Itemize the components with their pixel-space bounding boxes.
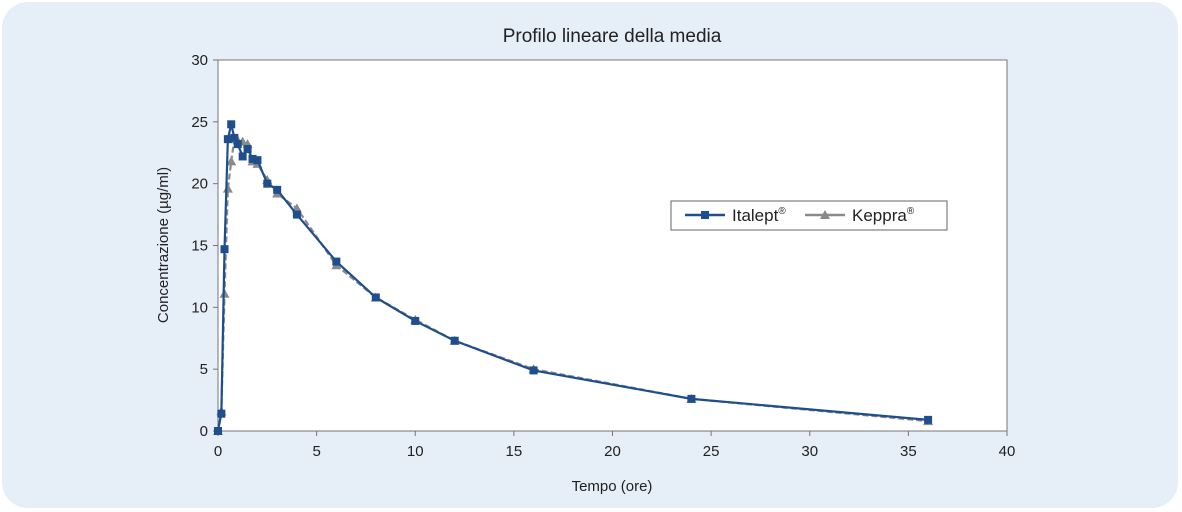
legend-series-name: Italept [732,206,779,225]
italept-point [230,133,239,142]
italept-point [687,394,696,403]
legend-registered-mark: ® [778,206,786,217]
y-tick-label: 0 [200,423,208,440]
x-tick-label: 30 [801,443,818,460]
keppra-point [226,156,237,166]
y-axis-label: Concentrazione (µg/ml) [155,167,172,323]
legend-item-italept: Italept® [685,206,786,225]
legend-label: Italept® [732,206,786,225]
italept-point [214,427,222,435]
italept-point [411,316,420,325]
legend: Italept® Keppra® [670,200,948,231]
italept-point [243,145,252,154]
italept-point [529,366,538,375]
italept-point [253,156,262,165]
italept-point [227,120,236,129]
italept-point [238,152,247,161]
series-italept [214,120,933,435]
x-tick-label: 10 [407,443,424,460]
x-tick-label: 40 [999,443,1016,460]
plot-area [217,59,1008,432]
legend-series-name: Keppra [852,206,907,225]
italept-point [273,185,282,194]
italept-point [371,293,380,302]
italept-point [248,154,257,163]
y-tick-label: 25 [191,114,208,131]
italept-point [292,210,301,219]
chart-title: Profilo lineare della media [503,26,722,47]
y-tick-label: 15 [191,238,208,255]
italept-point [924,415,933,424]
italept-point [263,179,272,188]
y-tick-label: 20 [191,176,208,193]
italept-point [233,140,242,149]
y-tick-label: 30 [191,52,208,69]
y-tick-label: 10 [191,299,208,316]
legend-item-keppra: Keppra® [805,206,915,225]
series-layer [213,120,934,435]
legend-marker [701,211,709,219]
x-tick-label: 35 [900,443,917,460]
legend-registered-mark: ® [907,206,915,217]
x-tick-label: 5 [312,443,320,460]
italept-point [217,409,226,418]
x-tick-label: 0 [214,443,222,460]
italept-point [332,257,341,266]
italept-point [220,245,229,254]
legend-marker [820,210,830,219]
x-axis-label: Tempo (ore) [572,478,653,495]
italept-point [223,135,232,144]
italept-point [450,336,459,345]
legend-label: Keppra® [852,206,915,225]
x-tick-label: 15 [506,443,523,460]
y-tick-label: 5 [200,361,208,378]
axes: 0 5 10 15 20 25 30 35 40 0 5 10 15 20 25 30 [191,52,1015,460]
x-tick-label: 20 [604,443,621,460]
x-tick-label: 25 [703,443,720,460]
